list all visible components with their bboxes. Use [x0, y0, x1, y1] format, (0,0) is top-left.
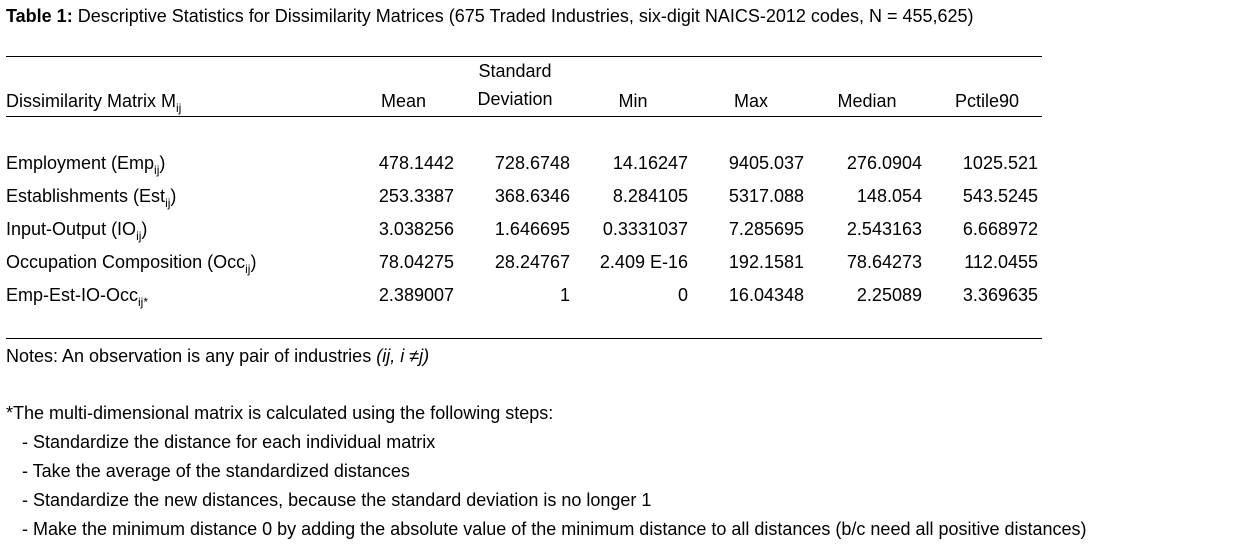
cell-sd: 1.646695 — [494, 219, 570, 239]
step-item: - Make the minimum distance 0 by adding … — [22, 519, 1087, 539]
header-dissimilarity-matrix: Dissimilarity Matrix Mij — [6, 91, 182, 115]
cell-mean: 478.1442 — [378, 153, 454, 173]
row-label: Input-Output (IOij) — [6, 219, 148, 243]
cell-median: 78.64273 — [846, 252, 922, 272]
header-min: Min — [618, 91, 648, 111]
footnote: *The multi-dimensional matrix is calcula… — [6, 403, 554, 423]
observation-note: Notes: An observation is any pair of ind… — [6, 346, 430, 366]
cell-sd: 368.6346 — [494, 186, 570, 206]
top-rule — [6, 56, 1042, 57]
cell-pctile90: 112.0455 — [964, 252, 1038, 272]
row-label: Occupation Composition (Occij) — [6, 252, 257, 276]
cell-min: 0.3331037 — [602, 219, 688, 239]
bottom-rule — [6, 338, 1042, 339]
header-standard: Standard — [478, 61, 552, 81]
cell-max: 7.285695 — [728, 219, 804, 239]
cell-sd: 1 — [559, 285, 570, 305]
cell-max: 192.1581 — [728, 252, 804, 272]
cell-sd: 28.24767 — [494, 252, 570, 272]
row-label: Emp-Est-IO-Occij* — [6, 285, 149, 309]
row-label: Establishments (Estij) — [6, 186, 177, 210]
cell-max: 16.04348 — [728, 285, 804, 305]
header-rule — [6, 116, 1042, 117]
cell-median: 2.543163 — [846, 219, 922, 239]
header-median: Median — [837, 91, 897, 111]
cell-mean: 78.04275 — [378, 252, 454, 272]
cell-median: 2.25089 — [856, 285, 922, 305]
cell-median: 276.0904 — [846, 153, 922, 173]
row-label: Employment (Empij) — [6, 153, 166, 177]
header-deviation: Deviation — [477, 89, 553, 109]
table-title-text: Descriptive Statistics for Dissimilarity… — [72, 6, 974, 26]
cell-min: 8.284105 — [612, 186, 688, 206]
step-item: - Take the average of the standardized d… — [22, 461, 410, 481]
cell-pctile90: 3.369635 — [962, 285, 1038, 305]
step-item: - Standardize the distance for each indi… — [22, 432, 436, 452]
header-max: Max — [733, 91, 768, 111]
cell-mean: 2.389007 — [378, 285, 454, 305]
table-title: Table 1: Descriptive Statistics for Diss… — [6, 6, 974, 27]
table-title-label: Table 1: — [6, 6, 73, 26]
cell-mean: 3.038256 — [378, 219, 454, 239]
cell-min: 2.409 E-16 — [599, 252, 688, 272]
header-pctile90: Pctile90 — [954, 91, 1020, 111]
cell-max: 5317.088 — [728, 186, 804, 206]
cell-max: 9405.037 — [728, 153, 804, 173]
header-mean: Mean — [380, 91, 426, 111]
step-item: - Standardize the new distances, because… — [22, 490, 652, 510]
cell-sd: 728.6748 — [494, 153, 570, 173]
cell-mean: 253.3387 — [378, 186, 454, 206]
cell-min: 14.16247 — [612, 153, 688, 173]
cell-min: 0 — [677, 285, 688, 305]
cell-pctile90: 6.668972 — [962, 219, 1038, 239]
cell-pctile90: 1025.521 — [962, 153, 1038, 173]
cell-median: 148.054 — [856, 186, 922, 206]
cell-pctile90: 543.5245 — [962, 186, 1038, 206]
